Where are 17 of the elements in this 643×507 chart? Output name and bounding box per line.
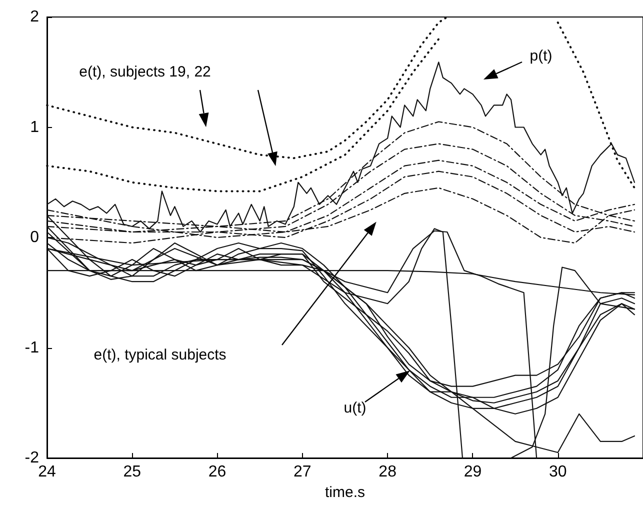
x-tick-label: 26 [208,464,226,480]
x-tick-label: 28 [378,464,397,480]
y-tick-label: 0 [30,229,40,246]
y-tick-label: 1 [30,118,40,136]
x-tick-label: 30 [548,464,567,480]
x-tick-label: 25 [123,464,142,480]
y-tick-label: -1 [24,339,40,356]
y-tick-label: -2 [24,450,40,466]
annotation: u(t) [344,400,366,416]
y-tick-label: 2 [30,8,40,26]
annotation: p(t) [530,48,552,64]
x-tick-label: 29 [464,464,482,480]
x-tick-label: 27 [294,464,312,480]
annotation: e(t), typical subjects [94,346,226,364]
annotation: e(t), subjects 19, 22 [79,64,211,80]
x-axis-title: time.s [324,484,366,501]
x-tick-label: 24 [38,464,56,480]
